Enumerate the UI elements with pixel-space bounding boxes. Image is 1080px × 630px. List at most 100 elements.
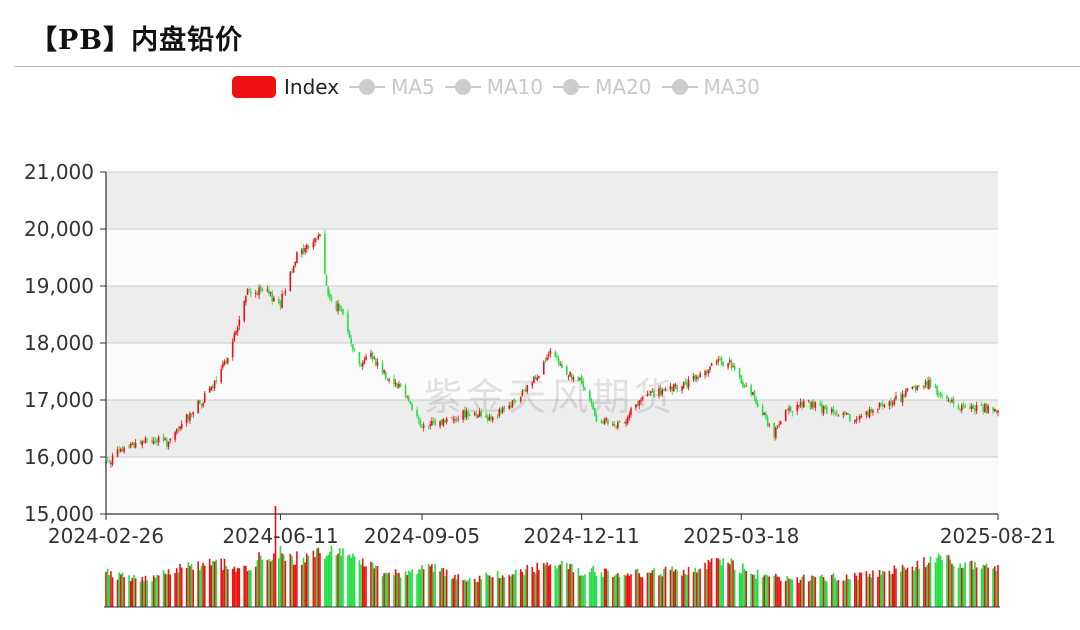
volume-bar [590, 568, 593, 607]
candle-body [893, 399, 896, 405]
candle-body [416, 409, 418, 417]
candle-body [442, 419, 445, 426]
volume-bar [972, 569, 975, 607]
volume-bar [580, 575, 583, 607]
candle-body [408, 396, 410, 401]
volume-bar [745, 570, 748, 607]
legend-item-ma20[interactable]: MA20 [553, 75, 652, 99]
legend-item-ma5[interactable]: MA5 [349, 75, 435, 99]
volume-bar [801, 576, 803, 607]
volume-bar [939, 555, 942, 607]
legend-item-ma10[interactable]: MA10 [444, 75, 543, 99]
candle-body [273, 297, 275, 302]
legend-item-index[interactable]: Index [232, 75, 339, 99]
volume-bar [929, 556, 932, 607]
candle-body [911, 386, 914, 390]
legend-label-ma30: MA30 [703, 75, 760, 99]
volume-bar [488, 575, 491, 607]
volume-bar [857, 579, 859, 607]
candle-body [175, 429, 178, 433]
candle-body [661, 390, 664, 395]
candle-body [651, 391, 654, 393]
volume-bar [457, 574, 459, 607]
volume-bar [329, 551, 331, 607]
volume-bar [612, 577, 614, 607]
volume-bar [789, 578, 792, 607]
candle-body [773, 422, 775, 438]
volume-bar [342, 548, 344, 607]
candle-body [465, 410, 468, 418]
volume-bar [108, 575, 111, 607]
candle-body [993, 408, 996, 412]
volume-bar [498, 578, 501, 607]
candle-body [732, 365, 734, 368]
candle-body [743, 386, 746, 388]
volume-bar [490, 577, 492, 607]
candle-body [964, 406, 966, 408]
candle-body [429, 424, 432, 426]
candle-body [929, 379, 932, 387]
candle-body [226, 358, 229, 364]
volume-bar [649, 572, 652, 607]
y-tick-label: 15,000 [24, 502, 94, 526]
candle-body [189, 412, 191, 421]
volume-bar [733, 569, 736, 607]
volume-bar [246, 571, 249, 607]
volume-bar [761, 577, 764, 607]
x-tick-label: 2024-09-05 [364, 524, 480, 548]
candle-body [928, 379, 930, 390]
y-tick-label: 18,000 [24, 331, 94, 355]
volume-bar [315, 548, 318, 607]
volume-bar [738, 572, 741, 607]
candle-body [174, 432, 176, 440]
candle-body [278, 299, 280, 304]
volume-bar [684, 573, 687, 607]
candle-body [250, 291, 252, 294]
candle-body [830, 408, 833, 413]
volume-bar [381, 576, 384, 607]
volume-bar [301, 564, 303, 607]
candle-body [720, 357, 723, 364]
volume-bar [302, 557, 305, 607]
candle-body [605, 418, 608, 420]
volume-bar [918, 568, 920, 607]
volume-bar [600, 572, 603, 607]
candle-body [715, 362, 718, 364]
candle-body [615, 426, 617, 428]
volume-bar [282, 554, 285, 607]
grid-band [106, 400, 998, 457]
candle-body [582, 381, 585, 388]
volume-bar [274, 506, 277, 607]
candle-body [980, 404, 983, 406]
candle-body [394, 382, 397, 385]
candle-body [427, 426, 430, 428]
candle-body [534, 377, 537, 380]
volume-bar [970, 560, 973, 607]
volume-bar [686, 574, 688, 607]
volume-bar [995, 571, 998, 607]
legend-item-ma30[interactable]: MA30 [661, 75, 760, 99]
candle-body [592, 403, 594, 410]
volume-bar [607, 570, 609, 607]
volume-bar [710, 558, 713, 607]
volume-bar [547, 565, 550, 607]
volume-bar [319, 552, 321, 607]
candle-body [709, 366, 711, 371]
title-divider [14, 66, 1080, 67]
volume-bar [641, 577, 644, 607]
volume-bar [496, 570, 499, 607]
candle-body [373, 357, 376, 359]
volume-bar [134, 578, 137, 607]
candle-body [719, 358, 721, 360]
volume-bar [640, 576, 642, 607]
volume-bar [799, 579, 802, 607]
candle-body [867, 411, 869, 417]
volume-bar [659, 574, 662, 607]
candle-body [776, 425, 779, 427]
candle-body [128, 446, 130, 448]
candle-body [649, 391, 652, 394]
grid-bands [106, 172, 998, 514]
volume-bar [151, 581, 153, 607]
volume-bar [916, 560, 919, 607]
